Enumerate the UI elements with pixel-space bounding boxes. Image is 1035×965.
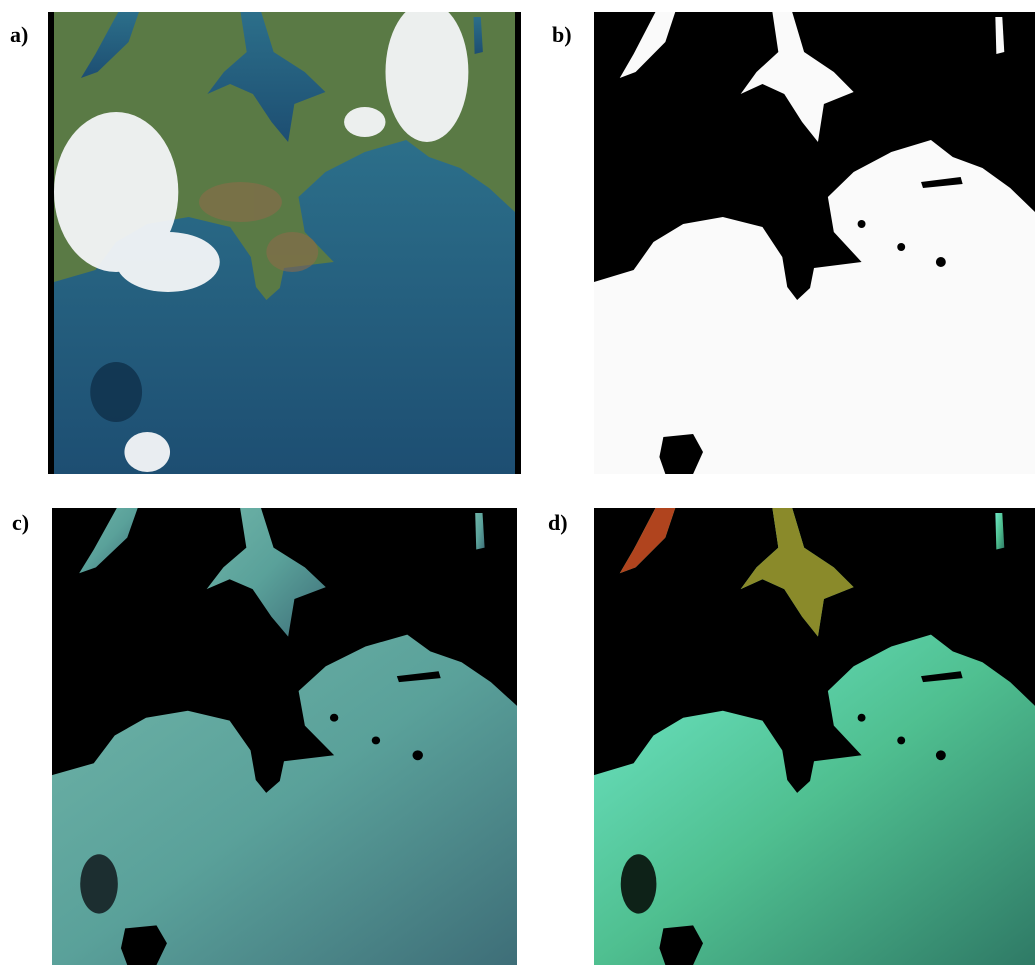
panel-c: c) bbox=[12, 508, 517, 965]
figure: a) b) c) bbox=[0, 0, 1035, 965]
panel-label: b) bbox=[552, 22, 572, 47]
image-border bbox=[48, 12, 54, 474]
water-mask-image bbox=[594, 12, 1035, 474]
panel-label: d) bbox=[548, 510, 568, 535]
panel-a: a) bbox=[10, 2, 521, 474]
dark-patch bbox=[621, 854, 657, 913]
masked-true-color-image bbox=[52, 508, 517, 965]
page: a) b) c) bbox=[0, 0, 1035, 965]
panel-d: d) bbox=[548, 508, 1035, 965]
masked-enhanced-image bbox=[594, 508, 1035, 965]
satellite-image bbox=[54, 2, 515, 474]
panel-label: c) bbox=[12, 510, 29, 535]
dark-patch bbox=[80, 854, 118, 913]
panel-label: a) bbox=[10, 22, 28, 47]
panel-b: b) bbox=[552, 12, 1035, 474]
image-border bbox=[515, 12, 521, 474]
